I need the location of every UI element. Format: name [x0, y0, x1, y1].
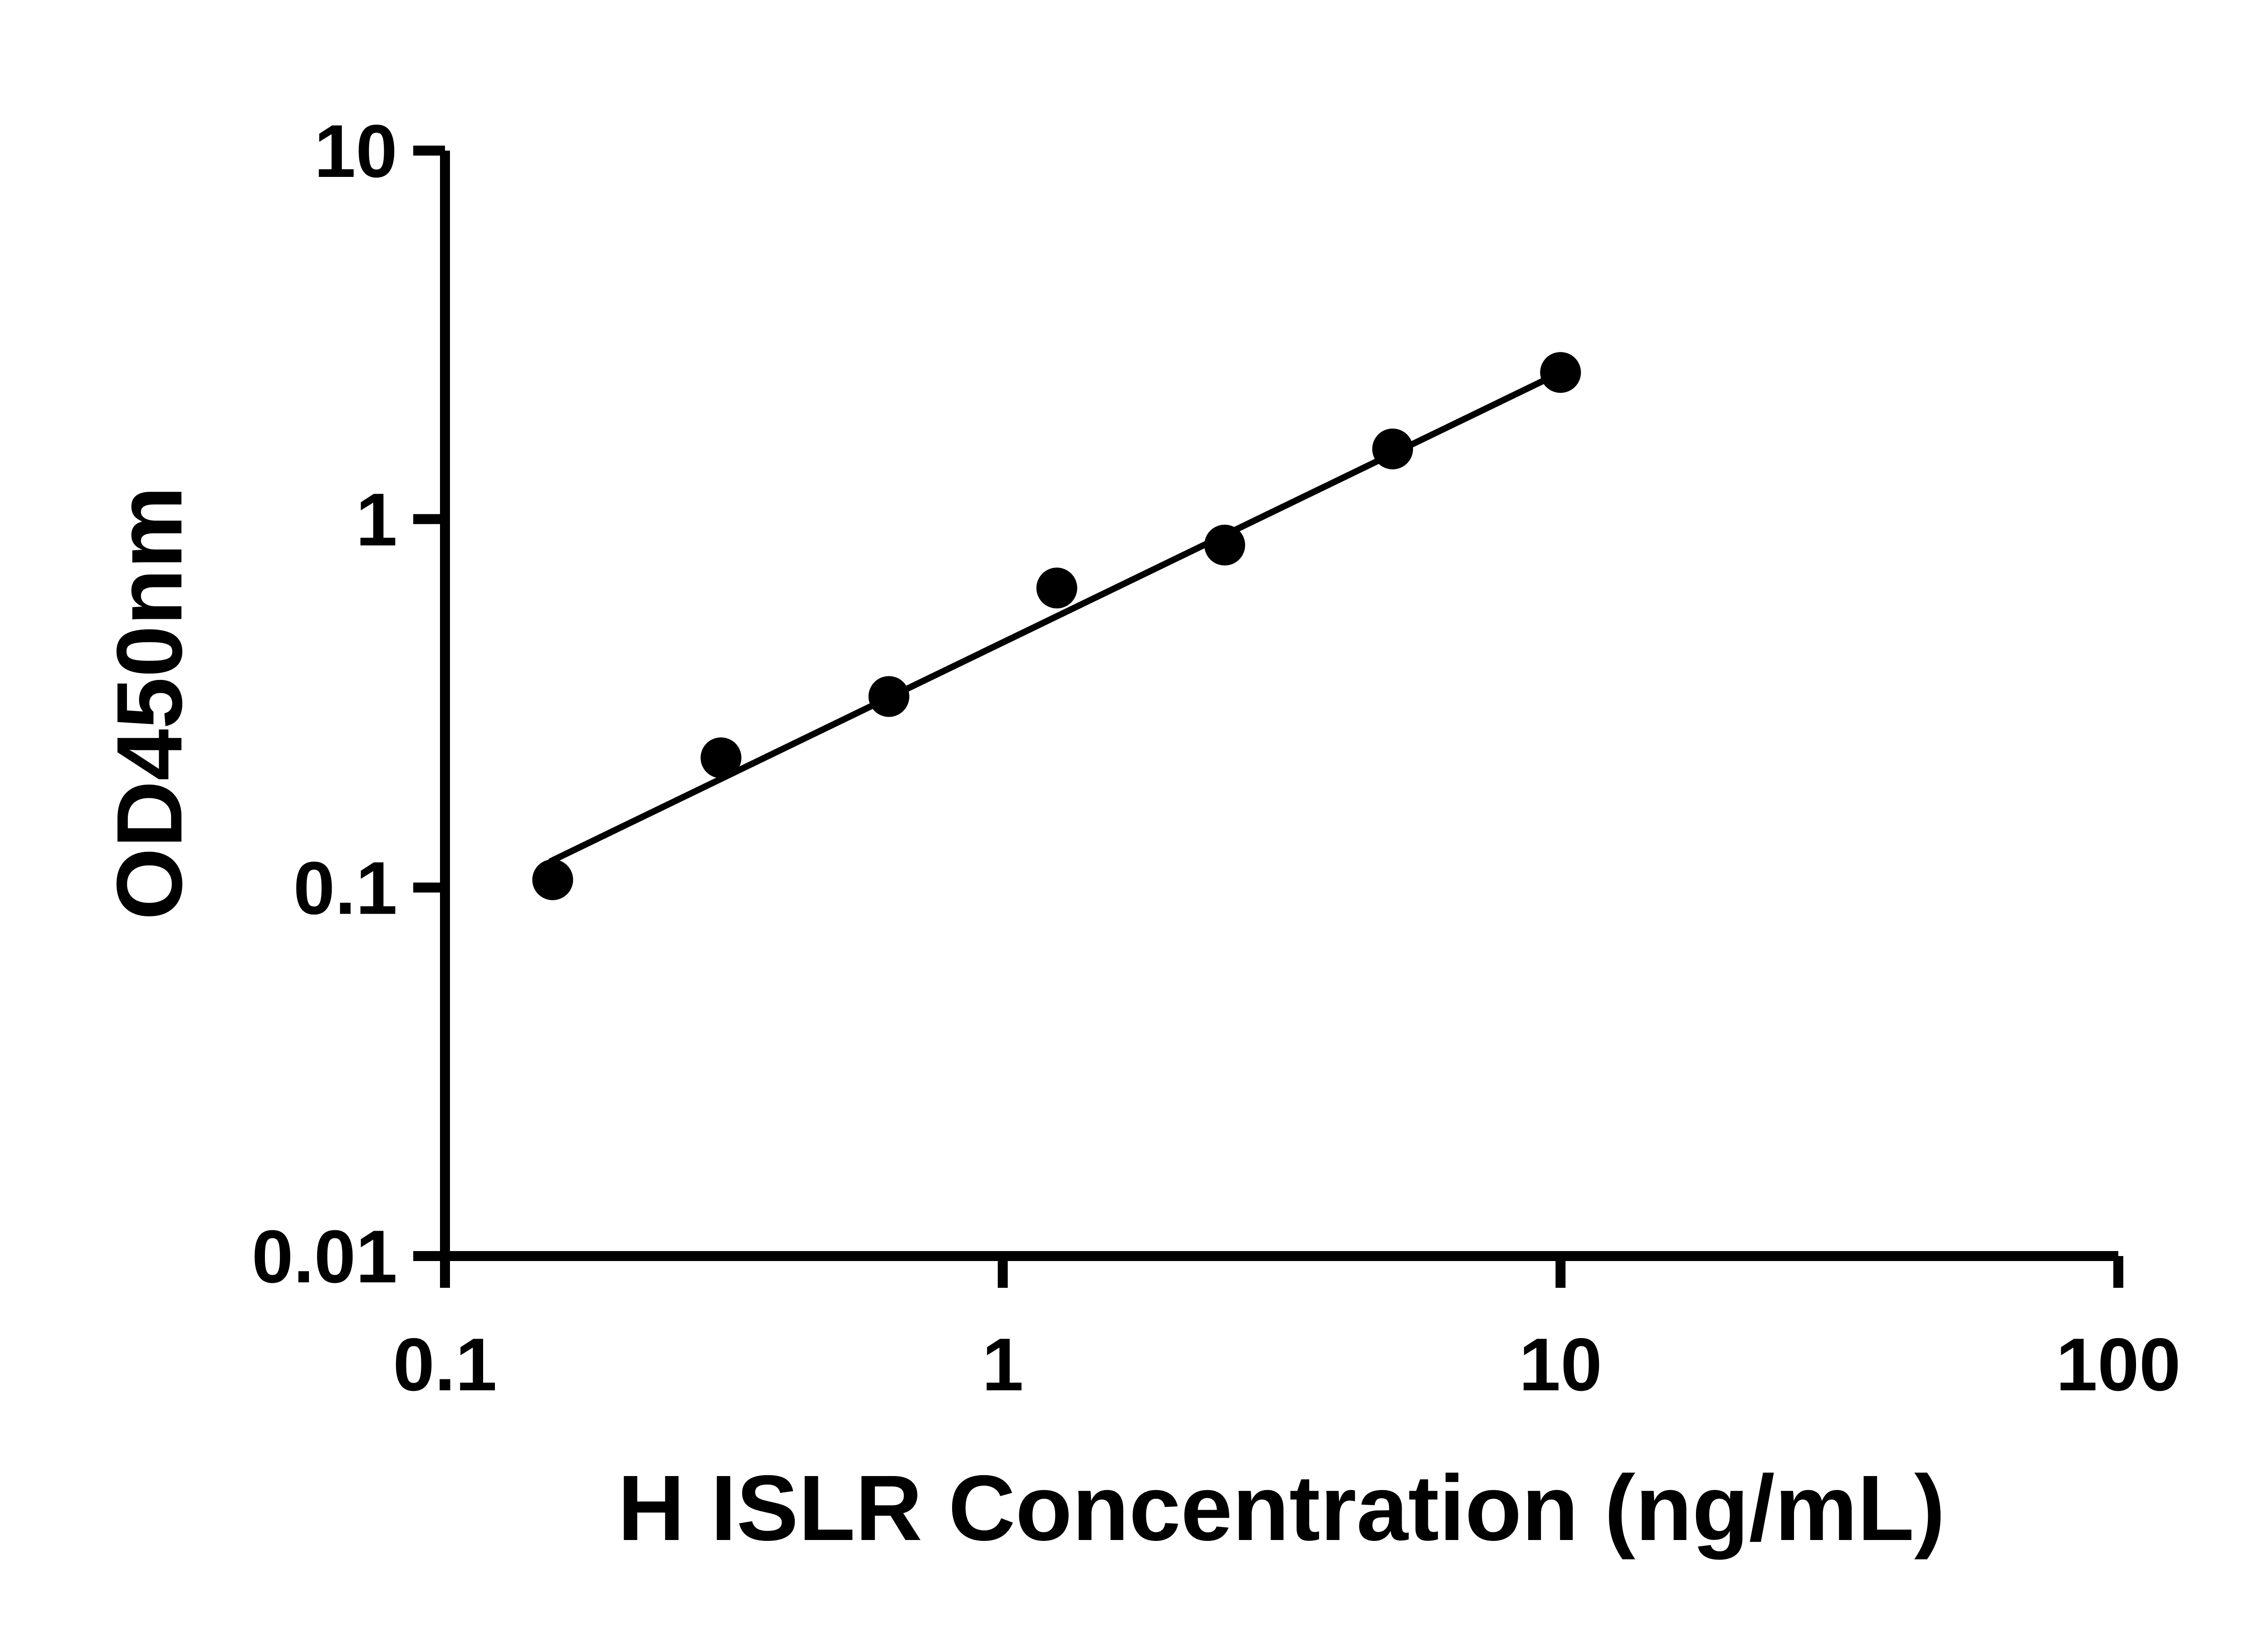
y-tick-label: 0.01: [252, 1215, 397, 1298]
y-tick-label: 10: [314, 109, 397, 193]
x-tick-label: 10: [1519, 1323, 1603, 1406]
x-axis-title: H ISLR Concentration (ng/mL): [618, 1456, 1945, 1560]
x-tick-label: 0.1: [393, 1323, 497, 1406]
x-axis-ticks: 0.1 1 10 100: [393, 1256, 2181, 1406]
data-point: [1372, 428, 1413, 469]
y-axis-ticks: 0.01 0.1 1 10: [252, 109, 445, 1298]
axis-frame: [440, 151, 2118, 1261]
data-point: [700, 737, 742, 778]
data-point: [532, 859, 573, 900]
x-tick-label: 1: [982, 1323, 1024, 1406]
data-point: [868, 676, 909, 717]
data-point: [1036, 567, 1077, 609]
data-point: [1204, 524, 1246, 566]
y-tick-label: 0.1: [293, 846, 397, 930]
y-tick-label: 1: [356, 478, 397, 561]
x-tick-label: 100: [2056, 1323, 2180, 1406]
data-point: [1540, 352, 1581, 393]
axes: [440, 151, 2118, 1261]
data-points: [532, 352, 1581, 900]
y-axis-title: OD450nm: [98, 486, 201, 920]
